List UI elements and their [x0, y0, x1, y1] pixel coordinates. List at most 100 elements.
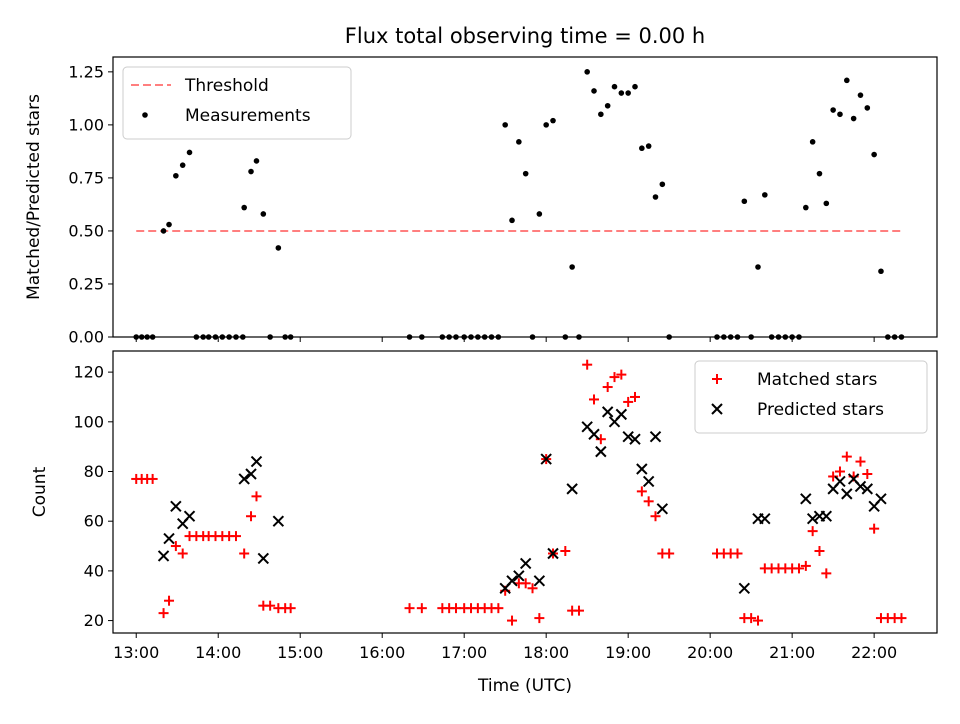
matched-star-point — [493, 603, 504, 614]
matched-star-point — [869, 523, 880, 534]
x-tick-label: 18:00 — [523, 643, 569, 662]
matched-star-point — [650, 511, 661, 522]
matched-star-point — [170, 541, 181, 552]
matched-star-point — [507, 615, 518, 626]
measurement-point — [850, 115, 857, 122]
matched-star-point — [560, 546, 571, 557]
matched-star-point — [636, 486, 647, 497]
plot-frame — [112, 350, 938, 634]
x-stroke-b — [257, 552, 270, 565]
matched-star-point — [158, 608, 169, 619]
measurement-point — [166, 221, 172, 228]
x-stroke-b — [615, 408, 628, 421]
x-stroke-b — [547, 547, 559, 560]
x-stroke-b — [738, 582, 751, 594]
matched-star-point — [164, 595, 175, 606]
predicted-star-point — [588, 428, 600, 440]
y-tick-label: 20 — [84, 611, 104, 630]
measurement-point — [611, 83, 618, 90]
x-tick-label: 16:00 — [359, 643, 405, 662]
x-stroke-b — [588, 428, 600, 440]
measurement-point — [625, 90, 631, 96]
predicted-star-point — [861, 483, 874, 495]
measurement-point — [173, 172, 179, 179]
matched-star-point — [589, 394, 600, 405]
x-tick-label: 22:00 — [851, 643, 897, 662]
y-tick-label: 0.75 — [68, 168, 104, 187]
measurement-point — [823, 200, 830, 207]
predicted-star-point — [245, 468, 257, 480]
legend-label: Measurements — [185, 106, 311, 126]
predicted-star-point — [513, 570, 525, 582]
matched-star-point — [595, 434, 606, 445]
chart-title: Flux total observing time = 0.00 h — [345, 24, 705, 48]
measurement-point — [260, 211, 267, 217]
legend-predicted-swatch — [711, 403, 723, 415]
matched-star-point — [616, 369, 627, 380]
measurement-point — [591, 88, 597, 94]
matched-star-point — [896, 613, 907, 624]
x-tick-label: 20:00 — [687, 643, 733, 662]
legend: Matched stars Predicted stars — [694, 360, 928, 434]
y-tick-label: 0.00 — [68, 328, 104, 347]
measurement-point — [569, 264, 575, 270]
measurement-point — [522, 170, 529, 177]
predicted-star-point — [601, 406, 614, 418]
measurement-point — [755, 264, 761, 270]
matched-star-point — [746, 613, 757, 624]
matched-star-point — [807, 526, 818, 537]
y-tick-label: 1.25 — [68, 62, 104, 81]
measurement-point — [809, 139, 816, 145]
x-stroke-b — [656, 503, 669, 515]
predicted-star-point — [170, 500, 182, 512]
predicted-star-point — [759, 513, 771, 525]
matched-star-point — [821, 568, 832, 579]
predicted-star-point — [163, 532, 175, 545]
x-stroke-b — [533, 575, 546, 587]
matched-star-point — [573, 605, 584, 616]
predicted-star-point — [738, 582, 751, 594]
predicted-star-point — [595, 445, 607, 458]
measurement-point — [816, 170, 823, 177]
measurement-point — [160, 228, 167, 234]
predicted-star-point — [622, 431, 634, 443]
x-tick-label: 17:00 — [441, 643, 487, 662]
x-stroke-b — [841, 488, 853, 500]
x-stroke-b — [861, 483, 874, 495]
x-stroke-b — [170, 500, 182, 512]
matched-star-point — [834, 466, 845, 477]
matched-star-point — [147, 473, 158, 484]
matched-star-point — [793, 563, 804, 574]
measurement-point — [179, 162, 186, 168]
plot-frame — [112, 56, 938, 338]
measurement-point — [543, 122, 549, 128]
x-stroke-b — [506, 575, 518, 587]
matched-star-point — [520, 578, 531, 589]
legend-label: Predicted stars — [757, 400, 884, 420]
legend-label: Threshold — [184, 76, 269, 96]
x-stroke-b — [629, 433, 641, 445]
matched-star-point — [814, 546, 825, 557]
x-tick-label: 13:00 — [113, 643, 159, 662]
matched-star-point — [828, 471, 839, 482]
predicted-star-point — [157, 550, 170, 562]
y-tick-label: 100 — [73, 412, 104, 431]
x-stroke-b — [238, 473, 250, 485]
predicted-star-point — [834, 475, 846, 488]
matched-star-point — [265, 600, 276, 611]
x-stroke-b — [566, 483, 578, 495]
x-stroke-b — [847, 473, 860, 485]
matched-star-point — [177, 548, 188, 559]
matched-star-point — [230, 531, 241, 542]
predicted-star-point — [615, 408, 628, 421]
x-stroke-b — [636, 463, 648, 475]
measurement-point — [844, 77, 850, 84]
measurement-point — [878, 268, 884, 275]
predicted-star-point — [250, 455, 263, 468]
x-stroke-b — [272, 515, 285, 527]
x-stroke-b — [540, 453, 552, 465]
x-tick-label: 15:00 — [277, 643, 323, 662]
matched-star-point — [841, 451, 852, 462]
legend-label: Matched stars — [757, 370, 877, 390]
